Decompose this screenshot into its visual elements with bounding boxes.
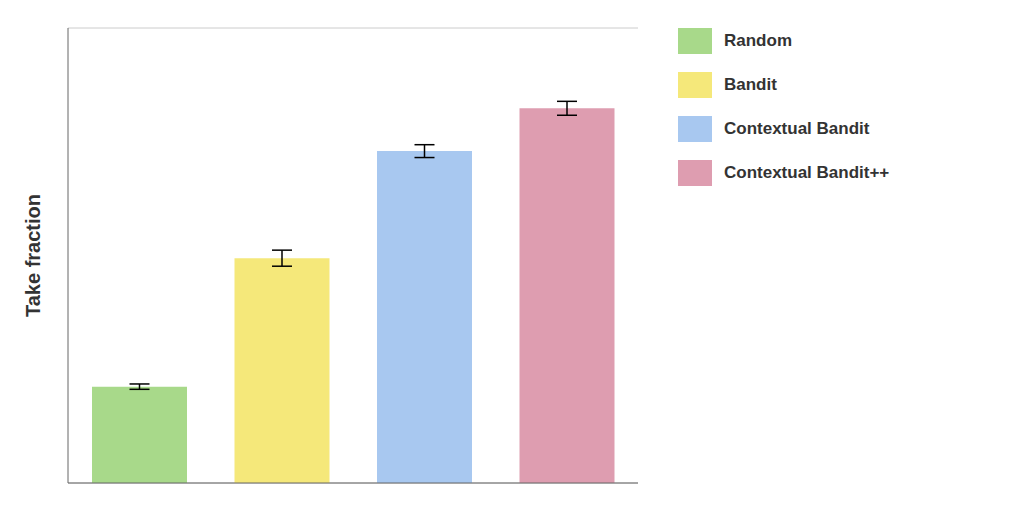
html-text:Contextual Bandit++: Contextual Bandit++ — [724, 163, 890, 182]
html-text:Bandit: Bandit — [724, 75, 777, 94]
html-text:Contextual Bandit: Contextual Bandit — [724, 119, 870, 138]
svg-text:Take fraction: Take fraction — [22, 194, 44, 317]
html-text:Random: Random — [724, 31, 792, 50]
